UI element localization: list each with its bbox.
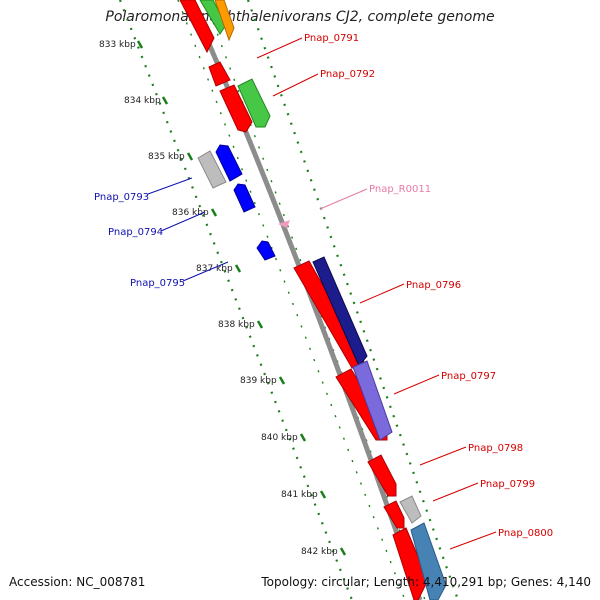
- gene-feature[interactable]: [179, 0, 215, 54]
- tick: [210, 208, 218, 217]
- forward-genes: [179, 0, 429, 600]
- tick: [319, 490, 327, 499]
- rna-feature[interactable]: [278, 220, 290, 228]
- gene-label[interactable]: Pnap_0797: [441, 371, 496, 382]
- gene-feature[interactable]: [352, 360, 393, 441]
- kbp-label: 836 kbp: [172, 208, 209, 218]
- tick: [234, 264, 242, 273]
- gene-feature[interactable]: [399, 495, 422, 524]
- leader-line: [319, 188, 368, 210]
- gene-label[interactable]: Pnap_R0011: [369, 184, 431, 195]
- tick: [161, 96, 169, 105]
- gene-feature[interactable]: [233, 183, 256, 213]
- gene-label[interactable]: Pnap_0794: [108, 227, 163, 238]
- kbp-label: 835 kbp: [148, 152, 185, 162]
- gene-feature[interactable]: [237, 78, 271, 128]
- gene-feature[interactable]: [256, 240, 276, 261]
- outer-ruler-left: [118, 0, 354, 600]
- kbp-label: 837 kbp: [196, 264, 233, 274]
- kbp-ticks: [136, 40, 347, 556]
- leader-line: [393, 374, 440, 395]
- kbp-label: 842 kbp: [301, 547, 338, 557]
- leader-line: [272, 73, 319, 97]
- gene-label[interactable]: Pnap_0792: [320, 69, 375, 80]
- leader-line: [359, 283, 405, 304]
- outer-ruler-right: [246, 0, 460, 600]
- leader-line: [160, 211, 206, 232]
- gene-label[interactable]: Pnap_0798: [468, 443, 523, 454]
- gene-label[interactable]: Pnap_0799: [480, 479, 535, 490]
- gene-label[interactable]: Pnap_0791: [304, 33, 359, 44]
- genome-summary: Topology: circular; Length: 4,410,291 bp…: [261, 575, 591, 589]
- kbp-label: 841 kbp: [281, 490, 318, 500]
- gene-feature[interactable]: [208, 61, 231, 87]
- accession-text: Accession: NC_008781: [9, 575, 146, 589]
- kbp-label: 834 kbp: [124, 96, 161, 106]
- inner-ruler-left: [177, 0, 406, 600]
- tick: [256, 320, 264, 329]
- gene-feature[interactable]: [215, 144, 243, 182]
- gene-label[interactable]: Pnap_0800: [498, 528, 553, 539]
- kbp-label: 838 kbp: [218, 320, 255, 330]
- gene-label[interactable]: Pnap_0796: [406, 280, 461, 291]
- gene-feature[interactable]: [367, 454, 397, 497]
- gene-feature[interactable]: [410, 522, 447, 600]
- leader-line: [147, 177, 193, 195]
- gene-feature[interactable]: [383, 500, 405, 529]
- gene-feature[interactable]: [312, 256, 368, 367]
- kbp-label: 840 kbp: [261, 433, 298, 443]
- gene-feature[interactable]: [392, 527, 429, 600]
- tick: [136, 40, 144, 49]
- leader-line: [182, 261, 229, 282]
- kbp-label: 839 kbp: [240, 376, 277, 386]
- gene-feature[interactable]: [219, 84, 253, 133]
- tick: [278, 376, 286, 385]
- leader-line: [419, 446, 467, 466]
- leader-line: [432, 482, 479, 502]
- leader-line: [256, 37, 303, 59]
- tick: [186, 152, 194, 161]
- gene-feature[interactable]: [214, 0, 235, 42]
- gene-label[interactable]: Pnap_0793: [94, 192, 149, 203]
- kbp-label: 833 kbp: [99, 40, 136, 50]
- tick: [339, 547, 347, 556]
- gene-feature[interactable]: [197, 150, 227, 189]
- tick: [299, 433, 307, 442]
- leader-line: [449, 531, 497, 550]
- gene-label[interactable]: Pnap_0795: [130, 278, 185, 289]
